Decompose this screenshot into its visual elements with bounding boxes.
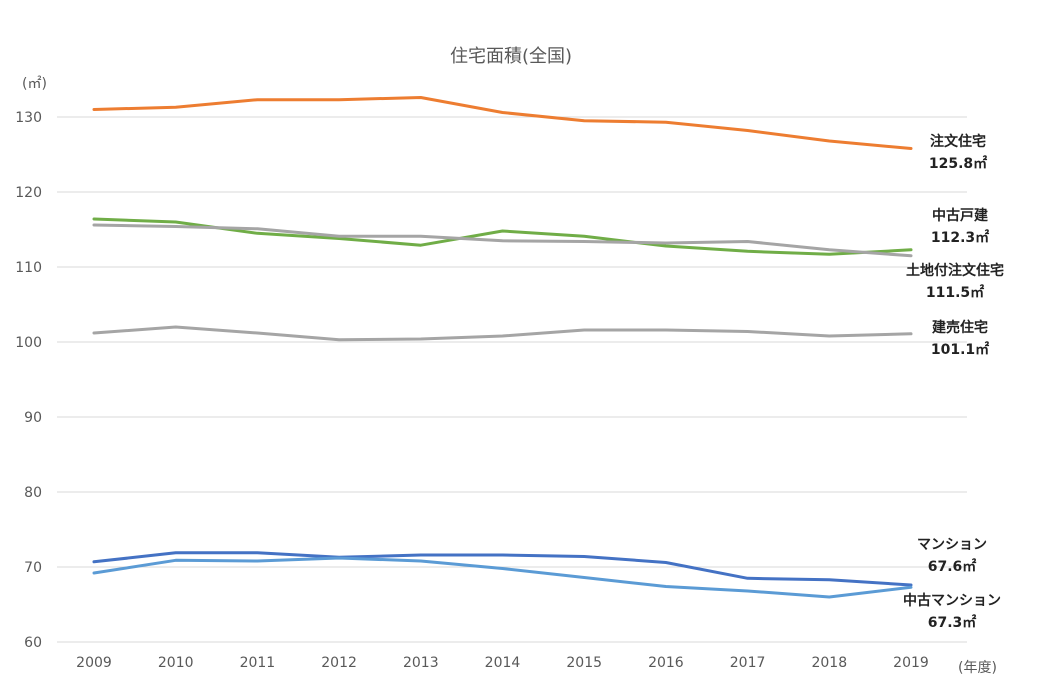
y-tick-label: 130 [15, 110, 42, 126]
x-tick-label: 2011 [240, 655, 276, 671]
series-line [92, 217, 913, 256]
x-tick-label: 2010 [158, 655, 194, 671]
series-line [92, 325, 913, 342]
series-name-label: 土地付注文住宅 [906, 262, 1004, 279]
series-value-label: 67.3㎡ [928, 614, 977, 631]
x-tick-label: 2019 [893, 655, 929, 671]
series-name-label: マンション [917, 537, 987, 553]
series-name-label: 中古マンション [903, 592, 1001, 609]
x-tick-label: 2012 [321, 655, 357, 671]
series-line [92, 551, 913, 587]
y-tick-label: 60 [24, 635, 42, 651]
x-tick-label: 2016 [648, 655, 684, 671]
series-value-label: 125.8㎡ [929, 155, 987, 172]
x-tick-label: 2013 [403, 655, 439, 671]
series-name-label: 注文住宅 [930, 133, 986, 150]
x-tick-label: 2009 [76, 655, 112, 671]
y-tick-label: 80 [24, 485, 42, 501]
x-tick-label: 2014 [485, 655, 521, 671]
series-name-label: 建売住宅 [932, 319, 988, 336]
chart-title: 住宅面積(全国) [450, 46, 572, 67]
x-axis-unit: (年度) [958, 660, 997, 676]
x-tick-label: 2015 [566, 655, 602, 671]
series-name-label: 中古戸建 [932, 207, 988, 224]
series-line [92, 556, 913, 599]
series-value-label: 112.3㎡ [931, 229, 989, 246]
series-line [92, 223, 913, 258]
series-value-label: 101.1㎡ [931, 341, 989, 358]
y-tick-label: 70 [24, 560, 42, 576]
y-tick-label: 100 [15, 335, 42, 351]
series-value-label: 111.5㎡ [926, 284, 984, 301]
x-tick-label: 2018 [811, 655, 847, 671]
x-tick-label: 2017 [730, 655, 766, 671]
series-value-label: 67.6㎡ [928, 558, 977, 575]
y-tick-label: 110 [15, 260, 42, 276]
y-axis-unit: (㎡) [22, 76, 47, 92]
y-tick-label: 90 [24, 410, 42, 426]
series-line [92, 96, 913, 150]
y-tick-label: 120 [15, 185, 42, 201]
